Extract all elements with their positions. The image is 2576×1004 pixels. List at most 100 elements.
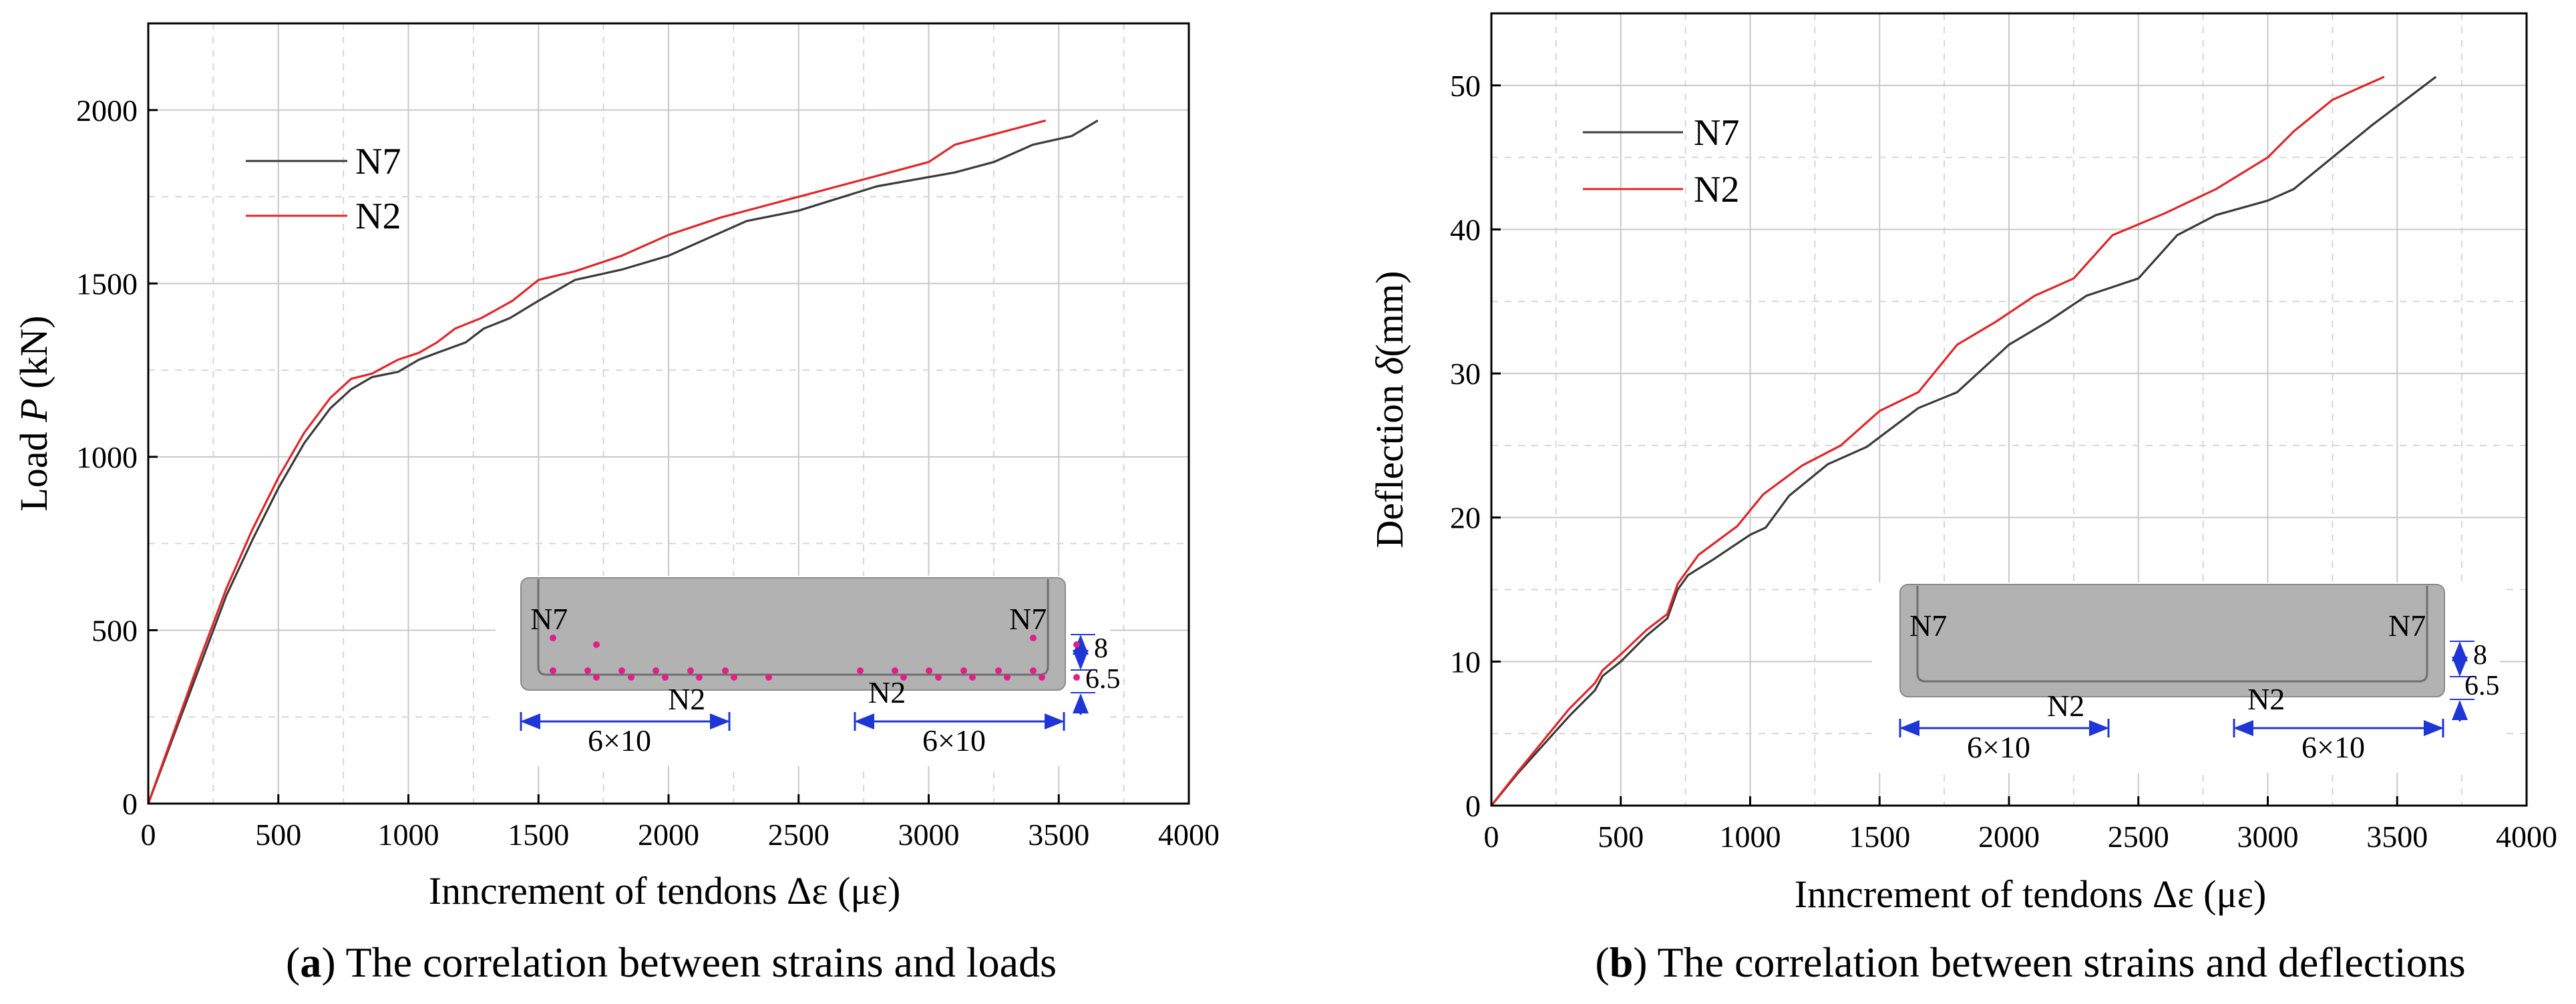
tendon-dot-n2 (765, 674, 772, 681)
tendon-dot-n2 (995, 667, 1002, 674)
x-tick-label: 1000 (378, 818, 439, 852)
tendon-dot-n2 (628, 674, 634, 681)
series-line-n7 (1490, 75, 2437, 807)
y-axis-title-b: Deflection δ(mm) (1368, 271, 1411, 548)
x-tick-label: 2000 (1978, 820, 2040, 854)
x-tick-label: 1000 (1720, 820, 1781, 854)
panel-a: N7 N7 N2 N2 6×10 6×10 8 6.5 0 500 1000 1500… (12, 22, 1220, 986)
inset-label-n2-left-a: N2 (668, 682, 705, 716)
inset-diagram-a: N7 N7 N2 N2 6×10 6×10 8 6.5 (496, 576, 1121, 766)
x-tick-label: 500 (1598, 820, 1644, 854)
x-tick-label: 2500 (2108, 820, 2169, 854)
dim-label-left-a: 6×10 (588, 723, 651, 758)
dim-label-8-a: 8 (1094, 633, 1108, 664)
stirrup-b (1916, 586, 2428, 683)
y-tick-label: 1000 (76, 440, 138, 474)
x-tick-label: 2000 (638, 818, 699, 852)
y-tick-label: 40 (1450, 212, 1481, 246)
tendon-dot-n7 (1030, 635, 1037, 641)
x-tick-label: 3000 (2237, 820, 2299, 854)
tendon-dot-n2 (857, 667, 864, 674)
x-tick-label: 1500 (508, 818, 569, 852)
y-tick-label: 10 (1450, 645, 1481, 679)
y-tick-label: 500 (91, 613, 138, 647)
tendon-dot-n2 (653, 667, 659, 674)
y-axis-title-a: Load P (kN) (12, 315, 55, 511)
inset-diagram-b: N7 N7 N2 N2 6×10 6×10 8 6.5 (593, 582, 2500, 773)
tendon-dot-n2 (593, 674, 600, 681)
stirrup-a (537, 579, 1049, 676)
tendon-dot-n2 (662, 674, 669, 681)
x-tick-label: 2500 (768, 818, 830, 852)
x-tick-label: 3000 (898, 818, 960, 852)
inset-label-n7-right-b: N7 (2388, 609, 2426, 643)
tendon-dot-n2 (935, 674, 942, 681)
tendon-dot-n2 (618, 667, 625, 674)
x-tick-label: 4000 (2496, 820, 2557, 854)
y-tick-label: 2000 (76, 94, 138, 128)
tendon-dot-n2 (960, 667, 967, 674)
x-tick-label: 4000 (1158, 818, 1220, 852)
dim-label-8-b: 8 (2473, 640, 2487, 671)
y-tick-label: 0 (1465, 789, 1481, 823)
dim-label-6-5-a: 6.5 (1085, 664, 1121, 695)
legend-label-n2-a: N2 (355, 196, 401, 237)
tendon-dot-n2 (550, 667, 556, 674)
series-a (147, 119, 1099, 804)
tendon-dot-n2 (584, 667, 591, 674)
inset-label-n2-right-b: N2 (2247, 682, 2285, 716)
legend-a: N7 N2 (246, 141, 401, 237)
x-tick-label: 1500 (1849, 820, 1910, 854)
tendon-dot-n7 (1073, 641, 1080, 648)
beam-section-b (1899, 584, 2445, 697)
x-tick-label: 3500 (1028, 818, 1089, 852)
dim-label-left-b: 6×10 (1967, 730, 2030, 764)
inset-label-n7-right-a: N7 (1009, 602, 1047, 636)
tendon-dot-n2 (1004, 674, 1010, 681)
tendon-dot-n2 (969, 674, 976, 681)
tendon-dot-n2 (1030, 667, 1037, 674)
y-tick-label: 20 (1450, 501, 1481, 535)
tendon-dot-n2 (696, 674, 703, 681)
tendon-dot-n2 (900, 674, 907, 681)
legend-label-n7-b: N7 (1694, 112, 1739, 154)
dim-label-right-a: 6×10 (922, 723, 986, 758)
dim-label-6-5-b: 6.5 (2464, 671, 2500, 701)
ticks-a: 0 500 1000 1500 2000 2500 3000 3500 4000 0 500 1000… (76, 94, 1220, 852)
y-tick-label: 1500 (76, 267, 138, 301)
tendon-dot-n2 (926, 667, 932, 674)
inset-label-n7-left-a: N7 (530, 602, 568, 636)
y-tick-label: 0 (122, 787, 138, 821)
tendon-dot-n2 (731, 674, 737, 681)
tendon-dot-n2 (722, 667, 729, 674)
beam-section-a (520, 577, 1066, 691)
y-tick-label: 50 (1450, 69, 1481, 103)
series-line-n2 (147, 119, 1047, 804)
series-b (1490, 75, 2437, 807)
panel-b: N7 N7 N2 N2 6×10 6×10 8 6.5 0 500 1000 1500… (593, 12, 2557, 986)
tendon-dot-n7 (593, 641, 600, 648)
x-tick-label: 3500 (2366, 820, 2428, 854)
tendon-dots-b (593, 641, 1080, 681)
legend-b: N7 N2 (1583, 112, 1739, 210)
tendon-dot-n7 (550, 635, 556, 641)
tendon-dot-n2 (687, 667, 694, 674)
caption-a: (a) The correlation between strains and … (286, 939, 1057, 986)
series-line-n7 (147, 120, 1099, 804)
series-line-n2 (1490, 75, 2385, 806)
x-tick-label: 0 (1484, 820, 1499, 854)
y-tick-label: 30 (1450, 357, 1481, 391)
tendon-dot-n2 (1073, 674, 1080, 681)
legend-label-n7-a: N7 (355, 141, 401, 182)
x-tick-label: 500 (255, 818, 301, 852)
x-axis-title-a: Inncrement of tendons Δε (με) (429, 869, 901, 912)
inset-label-n2-right-a: N2 (868, 675, 906, 709)
dim-label-right-b: 6×10 (2302, 730, 2365, 764)
x-axis-title-b: Inncrement of tendons Δε (με) (1795, 872, 2267, 916)
ticks-b: 0 500 1000 1500 2000 2500 3000 3500 4000 0 10 20 30 4… (1450, 69, 2557, 854)
inset-label-n2-left-b: N2 (2047, 689, 2084, 723)
x-tick-label: 0 (141, 818, 156, 852)
legend-label-n2-b: N2 (1694, 169, 1739, 210)
tendon-dots-a (550, 635, 1037, 674)
